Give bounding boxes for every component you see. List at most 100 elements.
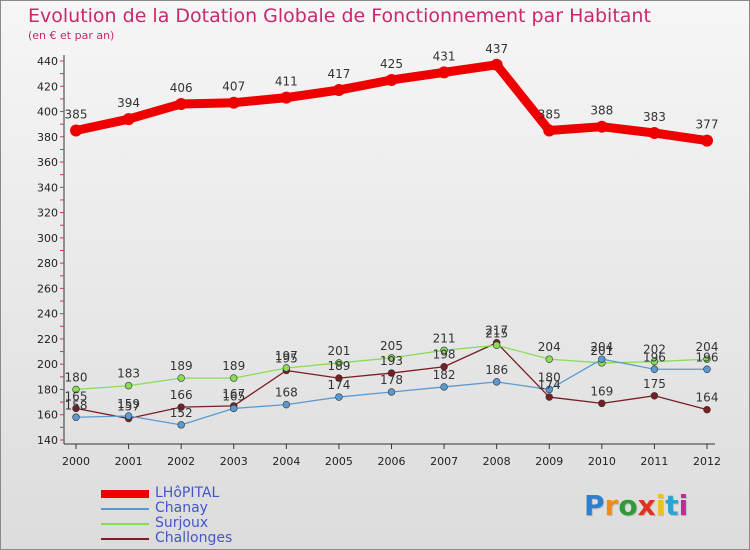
x-tick-label: 2005 (325, 455, 353, 468)
data-point (72, 385, 80, 394)
data-point (124, 381, 133, 390)
y-tick-label: 400 (37, 106, 58, 119)
legend-swatch (101, 523, 149, 525)
y-tick-label: 340 (37, 181, 58, 194)
data-point (282, 364, 291, 372)
data-label: 377 (696, 118, 719, 132)
x-tick-label: 2002 (167, 455, 195, 468)
data-point (282, 400, 291, 409)
logo-letter: i (678, 489, 689, 522)
data-point (650, 392, 659, 400)
x-tick-label: 2001 (115, 455, 143, 468)
data-point (440, 346, 448, 355)
data-point (492, 378, 501, 386)
proxiti-logo: Proxiti (584, 489, 688, 522)
data-point (545, 393, 553, 401)
y-tick-label: 200 (37, 358, 58, 371)
data-label: 215 (485, 326, 508, 340)
x-tick-label: 2003 (220, 455, 248, 468)
data-point (650, 357, 659, 366)
y-tick-label: 220 (37, 333, 58, 346)
data-point (335, 374, 343, 382)
data-label: 175 (643, 377, 666, 391)
data-point (648, 127, 661, 140)
legend-swatch (101, 538, 149, 540)
data-label: 157 (117, 400, 140, 414)
data-label: 198 (433, 348, 456, 362)
data-point (122, 113, 135, 126)
data-point (387, 354, 396, 362)
data-point (438, 66, 451, 79)
y-tick-label: 140 (37, 434, 58, 447)
data-point (598, 399, 606, 408)
data-point (177, 403, 185, 411)
y-tick-label: 380 (37, 131, 58, 144)
data-label: 164 (696, 391, 719, 405)
data-label: 178 (380, 373, 403, 387)
data-label: 205 (380, 339, 403, 353)
data-point (177, 374, 185, 382)
chart-title: Evolution de la Dotation Globale de Fonc… (28, 5, 651, 27)
y-tick-label: 300 (37, 232, 58, 245)
data-label: 159 (117, 397, 140, 411)
chart-subtitle: (en € et par an) (28, 29, 115, 42)
data-point (598, 355, 606, 363)
data-label: 193 (380, 354, 403, 368)
y-tick-label: 180 (37, 383, 58, 396)
x-tick-label: 2007 (430, 455, 458, 468)
y-tick-label: 260 (37, 282, 58, 295)
data-label: 201 (590, 344, 613, 358)
data-label: 197 (275, 349, 298, 363)
legend-label: Challonges (155, 530, 233, 546)
data-point (387, 369, 396, 377)
legend-label: LHôPITAL (155, 485, 220, 501)
y-tick-label: 280 (37, 257, 58, 270)
data-point (387, 388, 396, 396)
data-point (703, 355, 711, 363)
data-point (490, 58, 503, 71)
data-label: 189 (170, 359, 193, 373)
x-tick-label: 2004 (272, 455, 300, 468)
data-point (70, 124, 82, 137)
data-label: 417 (327, 67, 350, 81)
y-tick-label: 320 (37, 207, 58, 220)
x-tick-label: 2009 (535, 455, 563, 468)
data-point (230, 404, 238, 413)
data-point (72, 404, 80, 413)
data-point (280, 91, 293, 104)
data-point (332, 84, 345, 97)
data-point (492, 341, 501, 349)
data-label: 204 (590, 340, 613, 354)
data-label: 169 (590, 384, 613, 398)
x-tick-label: 2012 (693, 455, 721, 468)
data-point (545, 355, 553, 363)
y-tick-label: 440 (37, 55, 58, 68)
data-label: 204 (538, 340, 561, 354)
data-label: 217 (485, 324, 508, 338)
data-point (701, 134, 713, 147)
data-label: 204 (696, 340, 719, 354)
legend-label: Chanay (155, 500, 208, 516)
data-label: 158 (65, 398, 88, 412)
legend-swatch (101, 490, 149, 498)
data-point (703, 365, 711, 373)
data-label: 165 (222, 389, 245, 403)
data-point (230, 374, 238, 382)
x-tick-label: 2011 (640, 455, 668, 468)
data-label: 189 (222, 359, 245, 373)
data-label: 189 (327, 359, 350, 373)
data-point (385, 73, 398, 86)
logo-letter: P (584, 489, 605, 522)
legend-swatch (101, 508, 149, 510)
data-label: 174 (538, 378, 561, 392)
data-point (72, 413, 80, 421)
data-point (177, 421, 185, 429)
data-label: 166 (170, 388, 193, 402)
data-label: 180 (65, 370, 88, 384)
logo-letter: x (637, 489, 656, 522)
data-label: 168 (275, 386, 298, 400)
data-point (440, 383, 448, 391)
x-tick-label: 2006 (378, 455, 406, 468)
